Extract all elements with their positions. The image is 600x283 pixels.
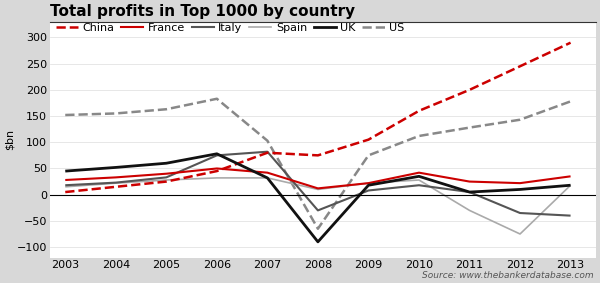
Text: Total profits in Top 1000 by country: Total profits in Top 1000 by country [50,4,355,19]
Text: Source: www.thebankerdatabase.com: Source: www.thebankerdatabase.com [422,271,594,280]
Y-axis label: $bn: $bn [4,129,14,150]
Legend: China, France, Italy, Spain, UK, US: China, France, Italy, Spain, UK, US [56,23,404,33]
